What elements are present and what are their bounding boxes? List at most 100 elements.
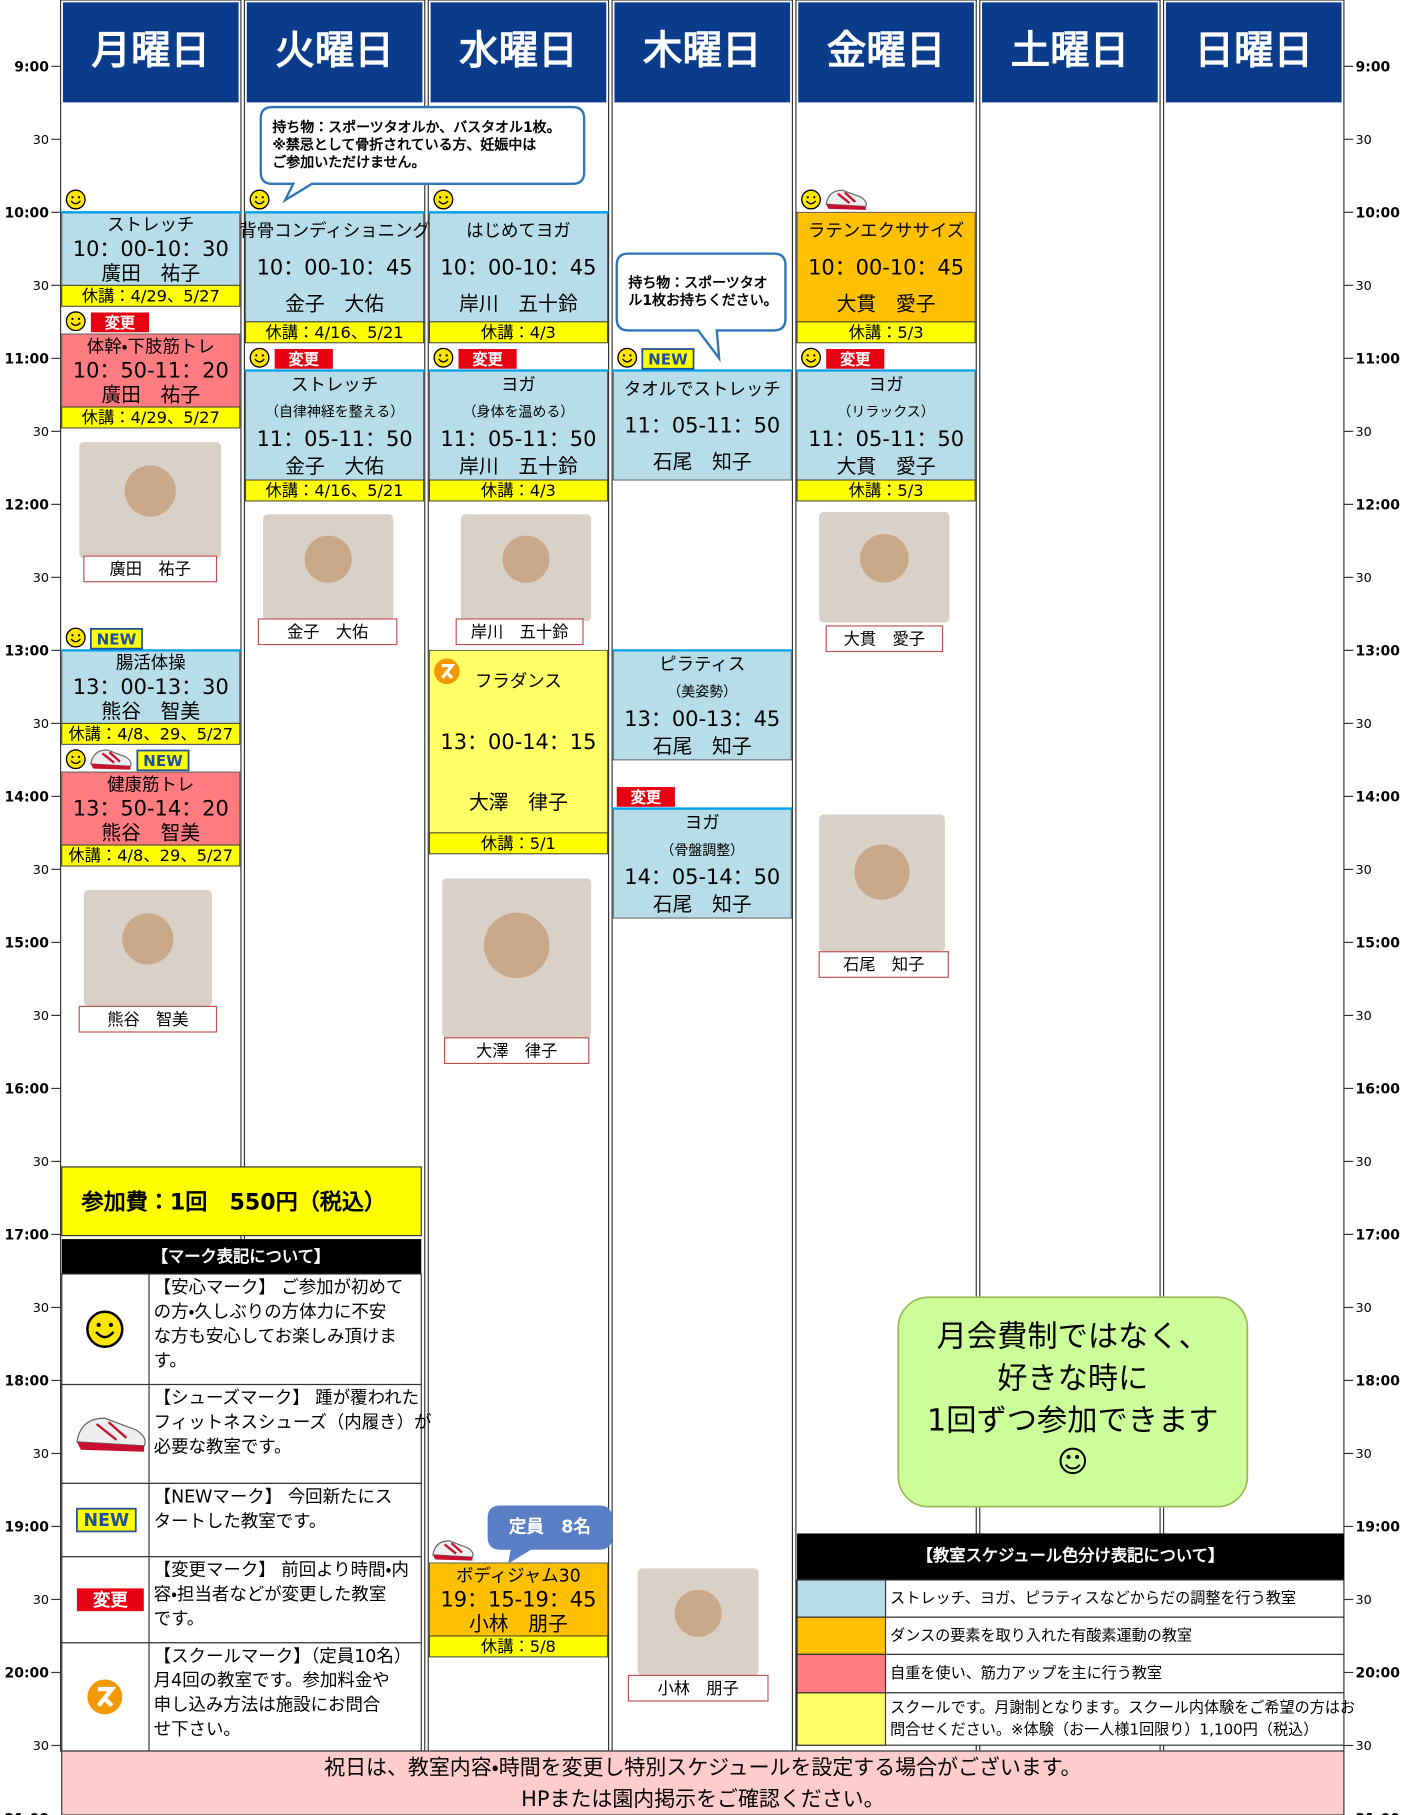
legend-text: 必要な教室です。	[154, 1437, 292, 1457]
time-label: 30	[33, 1447, 49, 1462]
closure-row	[61, 406, 241, 429]
time-label: 30	[1356, 1593, 1372, 1608]
badge-label: NEW	[648, 351, 688, 369]
class-title: フラダンス	[475, 672, 562, 692]
time-label: 18:00	[5, 1374, 50, 1390]
smile-face	[249, 347, 270, 368]
note-text: ご参加いただけません。	[272, 154, 425, 171]
closure-row	[61, 722, 241, 745]
photo-head	[483, 912, 550, 979]
legend-text: 【変更マーク】 前回より時間・内	[154, 1561, 409, 1581]
closure-row	[61, 284, 241, 307]
note-bubble	[259, 105, 586, 204]
shoe-body	[432, 1540, 474, 1558]
class-subtitle: （骨盤調整）	[660, 843, 744, 859]
legend-text: 容・担当者などが変更した教室	[154, 1585, 387, 1605]
day-name: 日曜日	[1194, 28, 1313, 74]
time-label: 9:00	[14, 59, 49, 75]
fee-text: 参加費：1回 550円（税込）	[81, 1190, 387, 1216]
class-block	[61, 333, 241, 408]
shoe-icon	[90, 749, 132, 770]
photo-caption: 大貫 愛子	[844, 629, 925, 648]
smile-mouth	[438, 358, 449, 363]
day-name: 火曜日	[275, 28, 394, 74]
photo-caption: 小林 朋子	[658, 1679, 739, 1698]
class-instructor: 大澤 律子	[469, 791, 568, 814]
closure-text: 休講：4/16、5/21	[266, 323, 404, 342]
class-subtitle: （身体を温める）	[463, 405, 575, 421]
shoe-sole	[826, 204, 866, 211]
smile-face	[65, 627, 86, 648]
smile-eye	[439, 196, 442, 199]
note-text: ル1枚お持ちください。	[628, 292, 777, 309]
closure-text: 休講：4/16、5/21	[266, 481, 404, 500]
shoe-body	[90, 749, 132, 767]
note-text: 持ち物：スポーツタオ	[628, 274, 767, 291]
photo-caption-box	[818, 951, 949, 978]
smile-eye	[255, 196, 258, 199]
class-time: 10：00-10：45	[808, 255, 964, 279]
time-label: 30	[33, 717, 49, 732]
class-time: 13：00-13：30	[73, 675, 229, 699]
time-label: 30	[1356, 717, 1372, 732]
class-block	[796, 211, 976, 323]
day-header	[62, 2, 239, 103]
time-label: 30	[33, 863, 49, 878]
smile-icon	[801, 189, 822, 210]
shoe-stripe	[95, 1421, 128, 1441]
badge	[641, 348, 695, 370]
closure-row	[428, 832, 608, 855]
photo-head	[674, 1589, 722, 1637]
class-title: ラテンエクササイズ	[808, 222, 964, 242]
class-title: ピラティス	[659, 655, 745, 675]
closure-text: 休講：5/3	[849, 323, 924, 342]
footer-text: HPまたは園内掲示をご確認ください。	[521, 1787, 884, 1811]
smile-face	[433, 347, 454, 368]
time-label: 21:00	[1356, 1812, 1401, 1815]
smile-mouth	[254, 200, 265, 205]
time-label: 30	[33, 425, 49, 440]
color-legend-text: ストレッチ、ヨガ、ピラティスなどからだの調整を行う教室	[890, 1589, 1296, 1607]
class-title: ヨガ	[869, 375, 904, 395]
photo-head	[502, 535, 550, 583]
smile-eye	[71, 196, 74, 199]
time-label: 20:00	[5, 1666, 50, 1682]
shoe-sole	[76, 1441, 145, 1452]
badge	[76, 1507, 137, 1533]
class-block	[61, 649, 241, 724]
photo-caption-box	[257, 618, 398, 646]
time-label: 30	[1356, 1155, 1372, 1170]
smile-eye	[622, 354, 626, 357]
time-label: 20:00	[1356, 1666, 1401, 1682]
time-label: 30	[1356, 571, 1372, 586]
legend-text: 【シューズマーク】 踵が覆われた	[154, 1388, 419, 1408]
time-label: 30	[33, 1593, 49, 1608]
shoe-icon	[432, 1540, 474, 1561]
badge	[90, 312, 150, 333]
closure-row	[245, 479, 425, 502]
photo-caption: 廣田 祐子	[110, 560, 191, 579]
time-label: 30	[33, 1009, 49, 1024]
class-instructor: 石尾 知子	[653, 735, 752, 758]
smile-icon	[65, 627, 86, 648]
badge-label: 変更	[631, 789, 662, 807]
smile-mouth	[70, 760, 81, 765]
legend-text: 申し込み方法は施設にお問合	[154, 1696, 381, 1716]
smile-eye	[77, 317, 81, 321]
class-time: 13：00-14：15	[440, 730, 596, 754]
time-label: 30	[33, 1301, 49, 1316]
time-label: 15:00	[1356, 936, 1401, 952]
class-block	[61, 771, 241, 846]
class-instructor: 岸川 五十鈴	[459, 292, 578, 315]
color-legend-text: 問合せください。※体験（お一人様1回限り）1,100円（税込）	[890, 1721, 1318, 1739]
class-time: 14：05-14：50	[624, 865, 780, 889]
closure-row	[245, 321, 425, 344]
message-text: 好きな時に	[997, 1361, 1148, 1396]
smile-mouth	[95, 1331, 115, 1339]
shoe-body	[825, 189, 867, 208]
time-label: 30	[1356, 1301, 1372, 1316]
photo-caption-box	[627, 1674, 769, 1702]
smile-eye	[445, 196, 448, 199]
time-label: 30	[33, 1155, 49, 1170]
class-block	[245, 211, 425, 323]
